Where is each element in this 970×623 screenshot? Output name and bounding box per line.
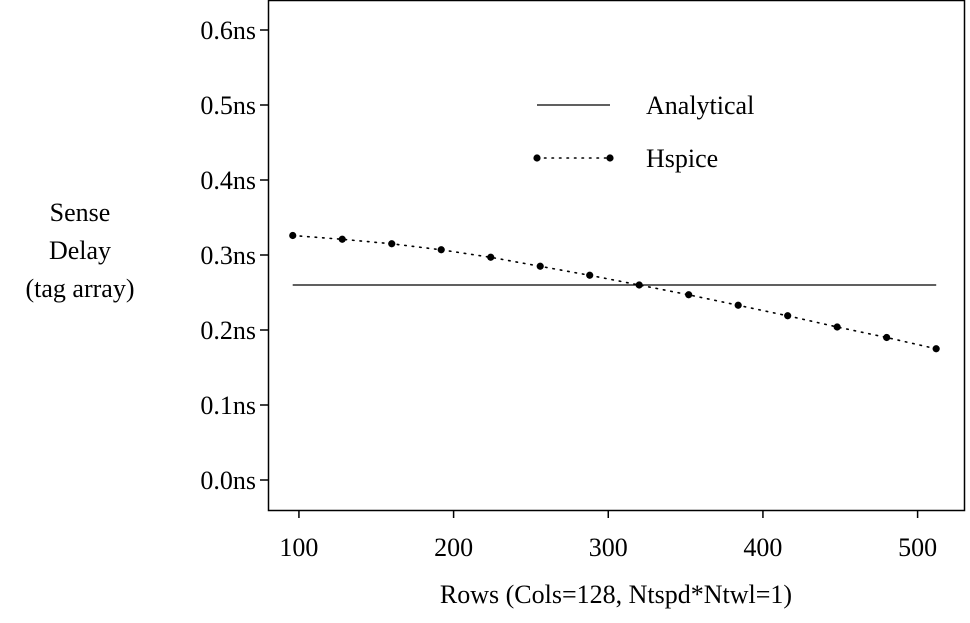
axes	[267, 0, 966, 512]
hspice-point	[784, 312, 792, 320]
hspice-point	[487, 253, 495, 261]
legend: Analytical Hspice	[533, 91, 754, 173]
series-points	[289, 231, 940, 353]
y-axis-label-line-3: (tag array)	[25, 274, 135, 303]
hspice-point	[685, 291, 693, 299]
hspice-point	[883, 333, 891, 342]
x-axis-label: Rows (Cols=128, Ntspd*Ntwl=1)	[439, 580, 793, 609]
hspice-point	[734, 301, 742, 309]
y-tick-label: 0.5ns	[200, 91, 256, 120]
series-lines	[291, 234, 938, 350]
y-axis-label-line-2: Delay	[48, 236, 112, 265]
y-tick-label: 0.4ns	[200, 166, 256, 195]
hspice-point	[437, 246, 445, 254]
hspice-point	[833, 323, 841, 331]
y-axis-label-line-1: Sense	[49, 198, 111, 227]
hspice-point	[635, 281, 643, 289]
y-tick-label: 0.2ns	[200, 316, 256, 345]
y-tick-label: 0.3ns	[200, 241, 256, 270]
hspice-point	[388, 240, 396, 248]
y-tick-label: 0.1ns	[200, 391, 256, 420]
x-ticks: 100 200 300 400 500	[279, 510, 937, 562]
legend-marker-hspice	[533, 154, 541, 162]
y-tick-label: 0.0ns	[200, 466, 256, 495]
x-tick-label: 200	[434, 533, 473, 562]
legend-label-analytical: Analytical	[646, 91, 754, 120]
hspice-point	[932, 345, 940, 353]
y-ticks: 0.0ns 0.1ns 0.2ns 0.3ns 0.4ns 0.5ns 0.6ns	[200, 16, 268, 495]
plot-frame	[267, 0, 966, 512]
x-tick-label: 100	[279, 533, 318, 562]
x-tick-label: 500	[898, 533, 937, 562]
hspice-point	[586, 271, 594, 279]
y-tick-label: 0.6ns	[200, 16, 256, 45]
x-tick-label: 300	[589, 533, 628, 562]
x-tick-label: 400	[743, 533, 782, 562]
series-line-hspice	[291, 234, 938, 350]
legend-marker-hspice	[606, 154, 614, 162]
hspice-point	[338, 235, 346, 243]
hspice-point	[289, 231, 297, 240]
legend-label-hspice: Hspice	[646, 144, 718, 173]
hspice-point	[536, 262, 544, 270]
